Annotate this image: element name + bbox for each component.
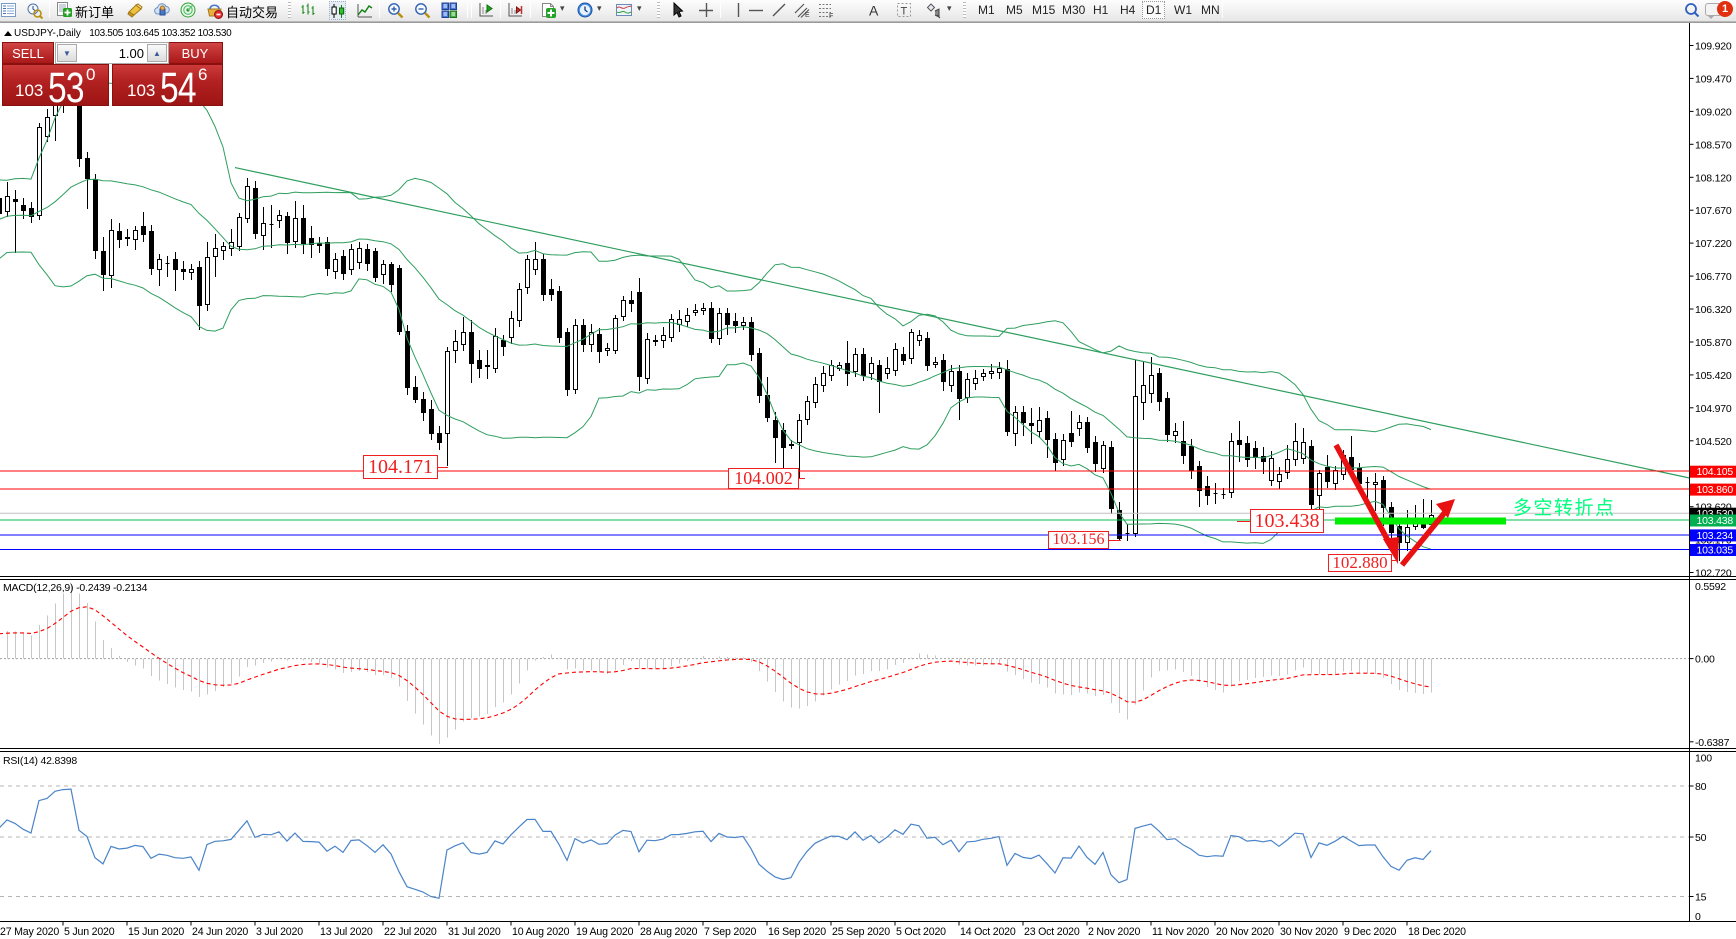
svg-text:80: 80 (1695, 781, 1707, 793)
svg-text:28 Aug 2020: 28 Aug 2020 (640, 926, 698, 938)
svg-text:104.970: 104.970 (1695, 403, 1732, 415)
svg-text:103.860: 103.860 (1697, 484, 1734, 496)
svg-text:10 Aug 2020: 10 Aug 2020 (512, 926, 570, 938)
svg-text:MACD(12,26,9) -0.2439 -0.2134: MACD(12,26,9) -0.2439 -0.2134 (3, 582, 148, 594)
svg-text:15 Jun 2020: 15 Jun 2020 (128, 926, 184, 938)
svg-text:103.035: 103.035 (1697, 545, 1734, 557)
svg-text:18 Dec 2020: 18 Dec 2020 (1408, 926, 1466, 938)
svg-text:104.105: 104.105 (1697, 466, 1734, 478)
svg-text:5 Oct 2020: 5 Oct 2020 (896, 926, 946, 938)
svg-text:F: F (829, 13, 833, 19)
svg-text:15: 15 (1695, 892, 1707, 904)
svg-text:50: 50 (1695, 832, 1707, 844)
svg-text:25 Sep 2020: 25 Sep 2020 (832, 926, 890, 938)
svg-text:T: T (901, 6, 908, 18)
svg-text:106.770: 106.770 (1695, 271, 1732, 283)
svg-text:107.670: 107.670 (1695, 205, 1732, 217)
svg-text:24 Jun 2020: 24 Jun 2020 (192, 926, 248, 938)
svg-text:103.234: 103.234 (1697, 530, 1734, 542)
svg-text:-0.6387: -0.6387 (1695, 737, 1730, 749)
svg-text:109.920: 109.920 (1695, 41, 1732, 53)
svg-text:19 Aug 2020: 19 Aug 2020 (576, 926, 634, 938)
svg-text:RSI(14) 42.8398: RSI(14) 42.8398 (3, 755, 77, 767)
svg-text:16 Sep 2020: 16 Sep 2020 (768, 926, 826, 938)
svg-text:0.5592: 0.5592 (1695, 581, 1726, 593)
svg-text:27 May 2020: 27 May 2020 (0, 926, 59, 938)
svg-text:0.00: 0.00 (1695, 654, 1715, 666)
svg-text:3 Jul 2020: 3 Jul 2020 (256, 926, 303, 938)
svg-text:102.720: 102.720 (1695, 568, 1732, 580)
svg-text:23 Oct 2020: 23 Oct 2020 (1024, 926, 1080, 938)
svg-text:105.420: 105.420 (1695, 370, 1732, 382)
svg-text:9 Dec 2020: 9 Dec 2020 (1344, 926, 1396, 938)
svg-text:108.570: 108.570 (1695, 139, 1732, 151)
svg-text:106.320: 106.320 (1695, 304, 1732, 316)
svg-text:E: E (805, 12, 810, 19)
svg-text:109.470: 109.470 (1695, 73, 1732, 85)
svg-text:107.220: 107.220 (1695, 238, 1732, 250)
svg-text:A: A (869, 3, 879, 19)
svg-text:108.120: 108.120 (1695, 172, 1732, 184)
svg-text:20 Nov 2020: 20 Nov 2020 (1216, 926, 1274, 938)
svg-text:7 Sep 2020: 7 Sep 2020 (704, 926, 757, 938)
svg-text:104.520: 104.520 (1695, 436, 1732, 448)
svg-text:0: 0 (1695, 911, 1701, 923)
svg-text:22 Jul 2020: 22 Jul 2020 (384, 926, 437, 938)
svg-text:103.438: 103.438 (1697, 515, 1734, 527)
svg-text:100: 100 (1695, 753, 1712, 765)
svg-text:109.020: 109.020 (1695, 106, 1732, 118)
svg-text:11 Nov 2020: 11 Nov 2020 (1152, 926, 1209, 938)
svg-text:30 Nov 2020: 30 Nov 2020 (1280, 926, 1338, 938)
svg-text:13 Jul 2020: 13 Jul 2020 (320, 926, 373, 938)
svg-text:31 Jul 2020: 31 Jul 2020 (448, 926, 501, 938)
svg-text:14 Oct 2020: 14 Oct 2020 (960, 926, 1016, 938)
svg-text:105.870: 105.870 (1695, 337, 1732, 349)
svg-text:5 Jun 2020: 5 Jun 2020 (64, 926, 115, 938)
svg-text:2 Nov 2020: 2 Nov 2020 (1088, 926, 1140, 938)
